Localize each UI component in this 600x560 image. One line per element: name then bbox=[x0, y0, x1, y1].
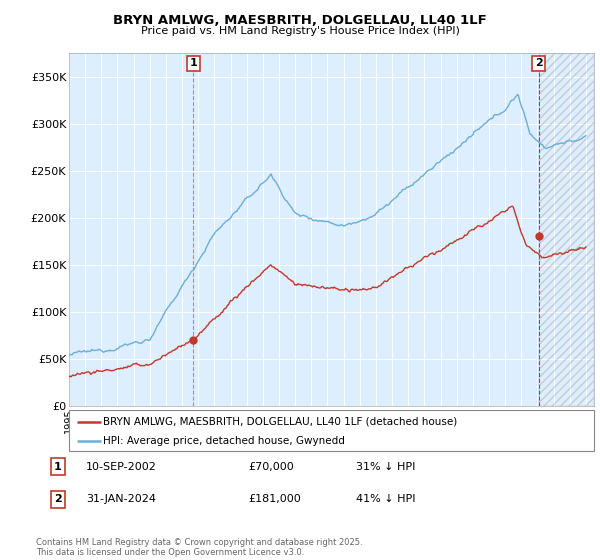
Text: £181,000: £181,000 bbox=[248, 494, 301, 505]
Text: HPI: Average price, detached house, Gwynedd: HPI: Average price, detached house, Gwyn… bbox=[103, 436, 345, 446]
FancyBboxPatch shape bbox=[69, 410, 594, 451]
Text: Contains HM Land Registry data © Crown copyright and database right 2025.
This d: Contains HM Land Registry data © Crown c… bbox=[36, 538, 362, 557]
Text: 31% ↓ HPI: 31% ↓ HPI bbox=[356, 461, 415, 472]
Text: 2: 2 bbox=[54, 494, 62, 505]
Text: 2: 2 bbox=[535, 58, 542, 68]
Text: BRYN AMLWG, MAESBRITH, DOLGELLAU, LL40 1LF (detached house): BRYN AMLWG, MAESBRITH, DOLGELLAU, LL40 1… bbox=[103, 417, 457, 427]
Text: £70,000: £70,000 bbox=[248, 461, 293, 472]
Text: 31-JAN-2024: 31-JAN-2024 bbox=[86, 494, 156, 505]
Text: 41% ↓ HPI: 41% ↓ HPI bbox=[356, 494, 415, 505]
Text: BRYN AMLWG, MAESBRITH, DOLGELLAU, LL40 1LF: BRYN AMLWG, MAESBRITH, DOLGELLAU, LL40 1… bbox=[113, 14, 487, 27]
Text: 1: 1 bbox=[54, 461, 62, 472]
Text: 10-SEP-2002: 10-SEP-2002 bbox=[86, 461, 157, 472]
Text: Price paid vs. HM Land Registry's House Price Index (HPI): Price paid vs. HM Land Registry's House … bbox=[140, 26, 460, 36]
Text: 1: 1 bbox=[190, 58, 197, 68]
